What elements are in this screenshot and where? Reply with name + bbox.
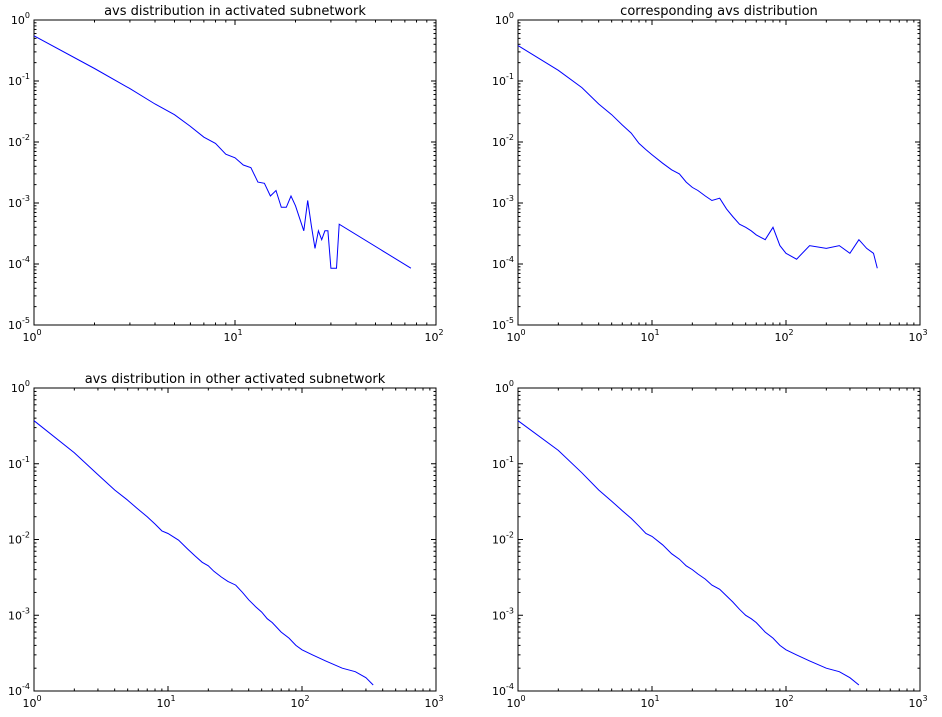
y-tick-label: 10-3: [492, 194, 514, 210]
x-tick-label: 101: [640, 694, 659, 710]
x-tick-label: 103: [424, 694, 443, 710]
y-tick-label: 10-3: [8, 606, 30, 622]
chart-panel-2: corresponding avs distribution 100 101 102 1…: [492, 4, 928, 344]
y-tick-label: 10-4: [492, 255, 514, 271]
x-tick-label: 103: [908, 694, 927, 710]
y-tick-label: 10-5: [8, 316, 30, 332]
x-tick-label: 101: [640, 328, 659, 344]
x-tick-label: 102: [424, 328, 443, 344]
plot-area: [517, 19, 921, 326]
x-tick-label: 100: [22, 328, 41, 344]
y-tick-label: 10-2: [492, 133, 514, 149]
x-tick-label: 101: [156, 694, 175, 710]
y-tick-label: 100: [495, 379, 514, 395]
plot-area: [517, 387, 921, 692]
x-tick-label: 103: [908, 328, 927, 344]
series-line-1: [517, 45, 878, 269]
y-tick-label: 10-5: [492, 316, 514, 332]
series-line-1: [33, 420, 374, 686]
chart-panel-4: 100 101 102 103 10-4 10-3 10-2 10-1 100: [492, 379, 928, 710]
y-tick-label: 10-2: [8, 133, 30, 149]
y-tick-label: 10-1: [8, 72, 30, 88]
x-tick-label: 102: [774, 328, 793, 344]
plot-area: [33, 19, 437, 326]
x-tick-label: 100: [506, 328, 525, 344]
y-tick-label: 10-1: [492, 72, 514, 88]
chart-panel-1: avs distribution in activated subnetwork…: [8, 4, 444, 344]
x-tick-label: 100: [22, 694, 41, 710]
y-tick-label: 10-1: [8, 455, 30, 471]
x-tick-label: 102: [290, 694, 309, 710]
chart-title: avs distribution in other activated subn…: [85, 372, 386, 387]
chart-panel-3: avs distribution in other activated subn…: [8, 372, 444, 710]
plot-area: [33, 387, 437, 692]
x-tick-label: 100: [506, 694, 525, 710]
y-tick-label: 100: [495, 11, 514, 27]
y-tick-label: 10-4: [8, 255, 30, 271]
y-tick-label: 10-3: [492, 606, 514, 622]
y-tick-label: 10-4: [492, 682, 514, 698]
y-tick-label: 100: [11, 379, 30, 395]
chart-title: corresponding avs distribution: [620, 4, 818, 19]
y-tick-label: 10-1: [492, 455, 514, 471]
x-tick-label: 102: [774, 694, 793, 710]
x-tick-label: 101: [223, 328, 242, 344]
series-line-1: [33, 35, 412, 269]
y-tick-label: 100: [11, 11, 30, 27]
series-line-1: [517, 420, 860, 686]
chart-title: avs distribution in activated subnetwork: [104, 4, 366, 19]
y-tick-label: 10-2: [8, 531, 30, 547]
y-tick-label: 10-2: [492, 531, 514, 547]
y-tick-label: 10-4: [8, 682, 30, 698]
y-tick-label: 10-3: [8, 194, 30, 210]
